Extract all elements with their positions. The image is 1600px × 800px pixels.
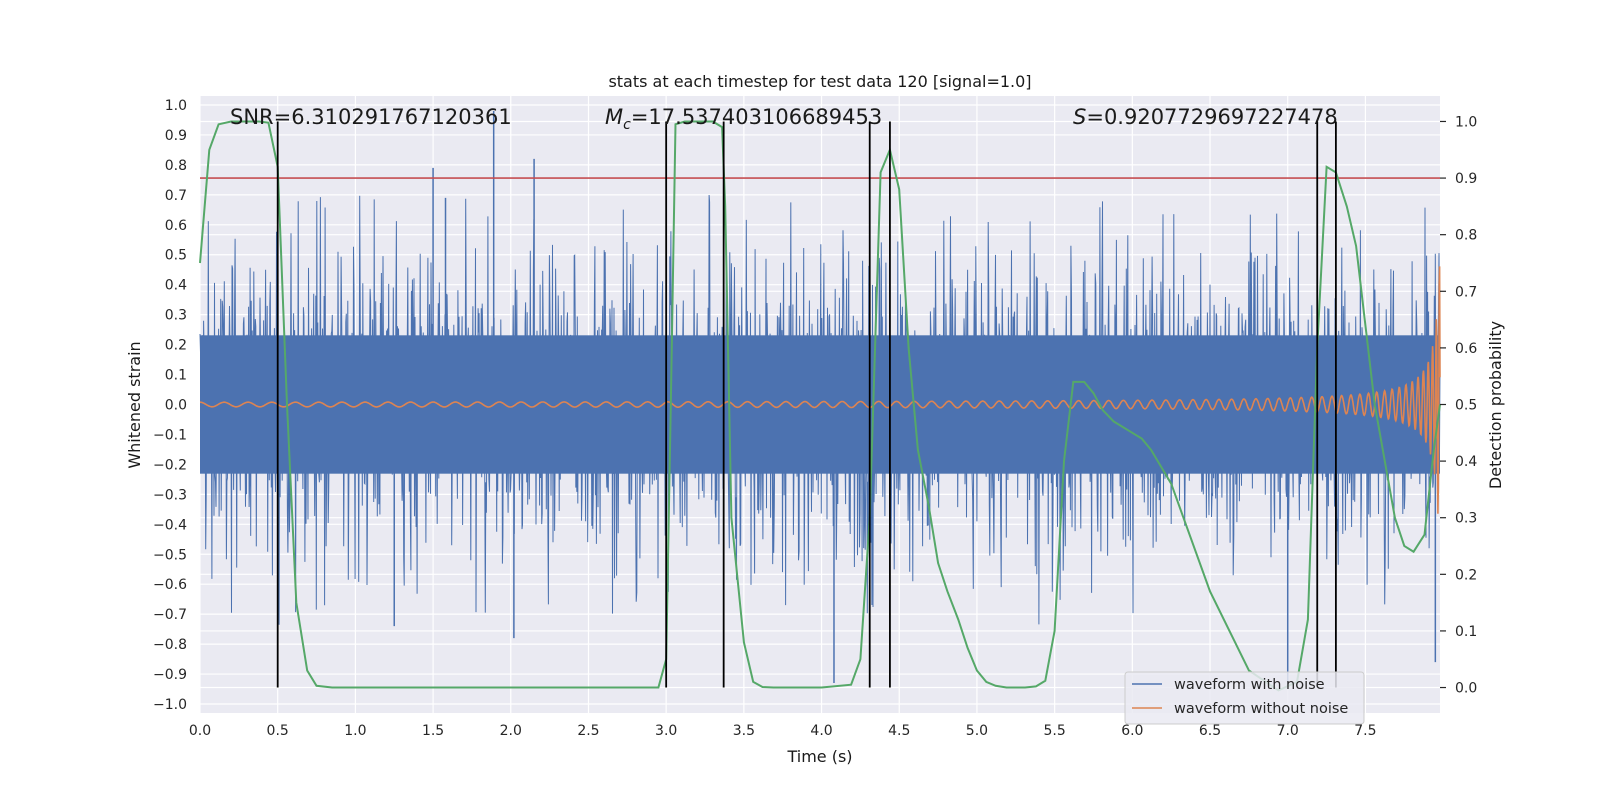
y2-tick-label: 0.9 xyxy=(1455,171,1477,187)
y-tick-label: −0.1 xyxy=(153,427,187,443)
y-tick-label: 0.2 xyxy=(165,338,187,354)
y-tick-label: −0.4 xyxy=(153,517,187,533)
y2-tick-label: 0.2 xyxy=(1455,567,1477,583)
chart-title: stats at each timestep for test data 120… xyxy=(608,72,1031,91)
y-tick-label: −1.0 xyxy=(153,697,187,713)
x-tick-label: 3.0 xyxy=(655,723,677,739)
x-tick-label: 6.0 xyxy=(1121,723,1143,739)
y2-axis-ticks: 1.0 0.9 0.8 0.7 0.6 0.5 0.4 0.3 0.2 0.1 0.0 xyxy=(1440,114,1477,697)
x-tick-label: 0.0 xyxy=(189,723,211,739)
chirp-mass-annotation: Mc=17.537403106689453 xyxy=(605,105,882,133)
legend: waveform with noise waveform without noi… xyxy=(1124,671,1365,725)
y2-tick-label: 1.0 xyxy=(1455,114,1477,130)
y-tick-label: −0.8 xyxy=(153,637,187,653)
y-tick-label: 0.8 xyxy=(165,158,187,174)
x-tick-label: 2.0 xyxy=(500,723,522,739)
y2-tick-label: 0.7 xyxy=(1455,284,1477,300)
x-axis-ticks: 0.0 0.5 1.0 1.5 2.0 2.5 3.0 3.5 4.0 4.5 5.0 5.5 6.0 6… xyxy=(189,723,1377,739)
series-waveform-without-noise xyxy=(200,266,1441,514)
y2-tick-label: 0.6 xyxy=(1455,341,1477,357)
chirp-mass-subscript: c xyxy=(623,117,631,133)
x-tick-label: 3.5 xyxy=(733,723,755,739)
y-tick-label: 0.5 xyxy=(165,248,187,264)
legend-label-waveform-without-noise: waveform without noise xyxy=(1174,701,1348,717)
x-tick-label: 1.0 xyxy=(344,723,366,739)
x-tick-label: 5.5 xyxy=(1044,723,1066,739)
y-tick-label: 0.3 xyxy=(165,308,187,324)
legend-label-waveform-with-noise: waveform with noise xyxy=(1174,677,1325,693)
x-tick-label: 5.0 xyxy=(966,723,988,739)
x-tick-label: 2.5 xyxy=(577,723,599,739)
x-tick-label: 1.5 xyxy=(422,723,444,739)
y2-axis-label: Detection probability xyxy=(1486,321,1505,489)
s-annotation: S=0.9207729697227478 xyxy=(1073,105,1338,129)
y-tick-label: 0.4 xyxy=(165,278,187,294)
y-tick-label: −0.9 xyxy=(153,667,187,683)
y2-tick-label: 0.5 xyxy=(1455,398,1477,414)
y2-tick-label: 0.3 xyxy=(1455,511,1477,527)
y-tick-label: −0.2 xyxy=(153,457,187,473)
s-symbol: S xyxy=(1073,105,1086,129)
x-tick-label: 7.0 xyxy=(1277,723,1299,739)
y-tick-label: 0.9 xyxy=(165,128,187,144)
y-tick-label: −0.3 xyxy=(153,487,187,503)
legend-box xyxy=(1124,671,1365,725)
y-axis-ticks: 1.0 0.9 0.8 0.7 0.6 0.5 0.4 0.3 0.2 0.1 0.0 −0.1 −0.… xyxy=(153,98,187,713)
y2-tick-label: 0.0 xyxy=(1455,681,1477,697)
x-tick-label: 4.0 xyxy=(810,723,832,739)
y2-tick-label: 0.8 xyxy=(1455,228,1477,244)
x-axis-label: Time (s) xyxy=(786,747,852,766)
snr-annotation: SNR=6.310291767120361 xyxy=(230,105,512,129)
y2-tick-label: 0.1 xyxy=(1455,624,1477,640)
chirp-mass-symbol: M xyxy=(605,105,623,129)
y-axis-label: Whitened strain xyxy=(125,341,144,468)
y2-tick-label: 0.4 xyxy=(1455,454,1477,470)
vertical-markers xyxy=(276,121,1337,688)
y-tick-label: −0.6 xyxy=(153,577,187,593)
chirp-mass-value: =17.537403106689453 xyxy=(631,105,882,129)
y-tick-label: −0.5 xyxy=(153,547,187,563)
s-value: =0.9207729697227478 xyxy=(1086,105,1337,129)
x-tick-label: 4.5 xyxy=(888,723,910,739)
chirp-trace xyxy=(200,266,1441,514)
y-tick-label: 0.7 xyxy=(165,188,187,204)
x-tick-label: 0.5 xyxy=(267,723,289,739)
y-tick-label: 0.6 xyxy=(165,218,187,234)
y-tick-label: 0.0 xyxy=(165,398,187,414)
y-tick-label: 1.0 xyxy=(165,98,187,114)
x-tick-label: 6.5 xyxy=(1199,723,1221,739)
x-tick-label: 7.5 xyxy=(1354,723,1376,739)
y-tick-label: 0.1 xyxy=(165,368,187,384)
y-tick-label: −0.7 xyxy=(153,607,187,623)
